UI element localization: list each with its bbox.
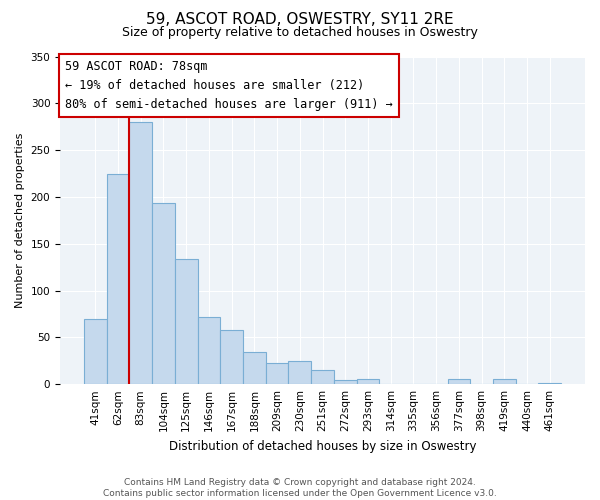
Bar xyxy=(107,174,130,384)
Bar xyxy=(493,378,515,384)
Bar xyxy=(175,258,197,384)
Bar xyxy=(289,361,311,384)
Bar xyxy=(197,317,220,384)
Bar xyxy=(538,383,561,384)
Bar xyxy=(266,362,289,384)
Bar xyxy=(356,378,379,384)
Bar xyxy=(243,352,266,384)
Bar xyxy=(334,380,356,384)
Text: Size of property relative to detached houses in Oswestry: Size of property relative to detached ho… xyxy=(122,26,478,39)
Bar xyxy=(130,122,152,384)
X-axis label: Distribution of detached houses by size in Oswestry: Distribution of detached houses by size … xyxy=(169,440,476,452)
Text: 59 ASCOT ROAD: 78sqm
← 19% of detached houses are smaller (212)
80% of semi-deta: 59 ASCOT ROAD: 78sqm ← 19% of detached h… xyxy=(65,60,393,111)
Bar xyxy=(311,370,334,384)
Y-axis label: Number of detached properties: Number of detached properties xyxy=(15,132,25,308)
Bar xyxy=(448,380,470,384)
Bar xyxy=(152,204,175,384)
Text: Contains HM Land Registry data © Crown copyright and database right 2024.
Contai: Contains HM Land Registry data © Crown c… xyxy=(103,478,497,498)
Bar xyxy=(220,330,243,384)
Text: 59, ASCOT ROAD, OSWESTRY, SY11 2RE: 59, ASCOT ROAD, OSWESTRY, SY11 2RE xyxy=(146,12,454,28)
Bar xyxy=(84,318,107,384)
